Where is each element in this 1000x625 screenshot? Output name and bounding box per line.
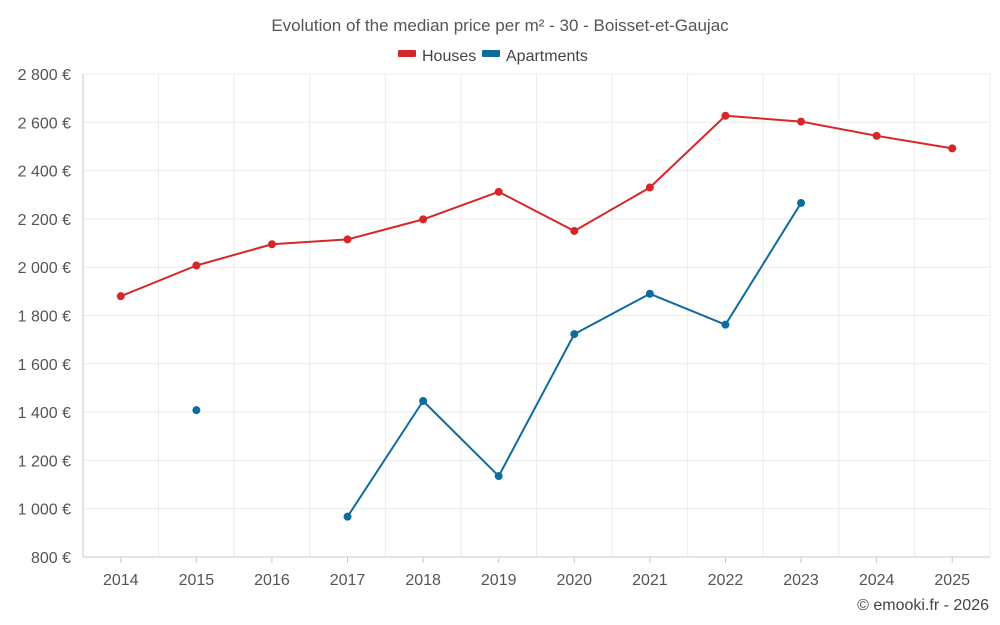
- legend-label: Apartments: [506, 48, 588, 65]
- x-tick-label: 2017: [330, 572, 366, 589]
- x-tick-label: 2023: [783, 572, 819, 589]
- y-tick-label: 1 200 €: [18, 453, 71, 470]
- data-point-apartments[interactable]: [419, 396, 428, 405]
- x-tick-label: 2022: [708, 572, 744, 589]
- legend-swatch: [398, 50, 416, 57]
- data-point-houses[interactable]: [267, 240, 276, 249]
- series-layer: [116, 111, 957, 521]
- x-tick-label: 2020: [556, 572, 592, 589]
- data-point-houses[interactable]: [872, 131, 881, 140]
- data-point-houses[interactable]: [343, 235, 352, 244]
- data-point-apartments[interactable]: [343, 512, 352, 521]
- data-point-apartments[interactable]: [192, 406, 201, 415]
- x-tick-label: 2016: [254, 572, 290, 589]
- data-point-houses[interactable]: [948, 144, 957, 153]
- data-point-apartments[interactable]: [570, 330, 579, 339]
- data-point-houses[interactable]: [797, 117, 806, 126]
- y-tick-label: 1 800 €: [18, 309, 71, 326]
- x-tick-label: 2014: [103, 572, 139, 589]
- x-tick-label: 2018: [405, 572, 441, 589]
- y-tick-label: 2 800 €: [18, 67, 71, 84]
- y-tick-label: 2 600 €: [18, 115, 71, 132]
- legend: Houses Apartments: [398, 48, 588, 65]
- legend-swatch: [482, 50, 500, 57]
- data-point-apartments[interactable]: [721, 320, 730, 329]
- chart-title: Evolution of the median price per m² - 3…: [271, 16, 729, 35]
- y-tick-label: 2 000 €: [18, 260, 71, 277]
- data-point-apartments[interactable]: [797, 198, 806, 207]
- y-tick-label: 1 400 €: [18, 405, 71, 422]
- data-point-apartments[interactable]: [645, 289, 654, 298]
- legend-item-houses[interactable]: Houses: [398, 48, 476, 65]
- legend-label: Houses: [422, 48, 476, 65]
- copyright-credit: © emooki.fr - 2026: [857, 597, 989, 614]
- series-line-houses: [120, 114, 953, 298]
- data-point-apartments[interactable]: [494, 472, 503, 481]
- data-point-houses[interactable]: [192, 261, 201, 270]
- grid: [82, 73, 991, 558]
- y-tick-label: 2 400 €: [18, 164, 71, 181]
- y-tick-label: 2 200 €: [18, 212, 71, 229]
- y-tick-label: 1 000 €: [18, 502, 71, 519]
- y-tick-label: 1 600 €: [18, 357, 71, 374]
- series-apartments: [192, 198, 806, 521]
- data-point-houses[interactable]: [419, 215, 428, 224]
- x-tick-label: 2019: [481, 572, 517, 589]
- legend-item-apartments[interactable]: Apartments: [482, 48, 588, 65]
- data-point-houses[interactable]: [645, 183, 654, 192]
- x-tick-label: 2015: [179, 572, 215, 589]
- series-line-apartments: [346, 202, 802, 518]
- x-tick-label: 2024: [859, 572, 895, 589]
- y-tick-label: 800 €: [31, 550, 71, 567]
- data-point-houses[interactable]: [116, 292, 125, 301]
- data-point-houses[interactable]: [494, 187, 503, 196]
- x-tick-label: 2025: [934, 572, 970, 589]
- x-tick-label: 2021: [632, 572, 668, 589]
- axes: 800 € 1 000 € 1 200 € 1 400 € 1 600 € 1 800 €…: [18, 67, 990, 589]
- data-point-houses[interactable]: [721, 111, 730, 120]
- data-point-houses[interactable]: [570, 226, 579, 235]
- series-houses: [116, 111, 957, 301]
